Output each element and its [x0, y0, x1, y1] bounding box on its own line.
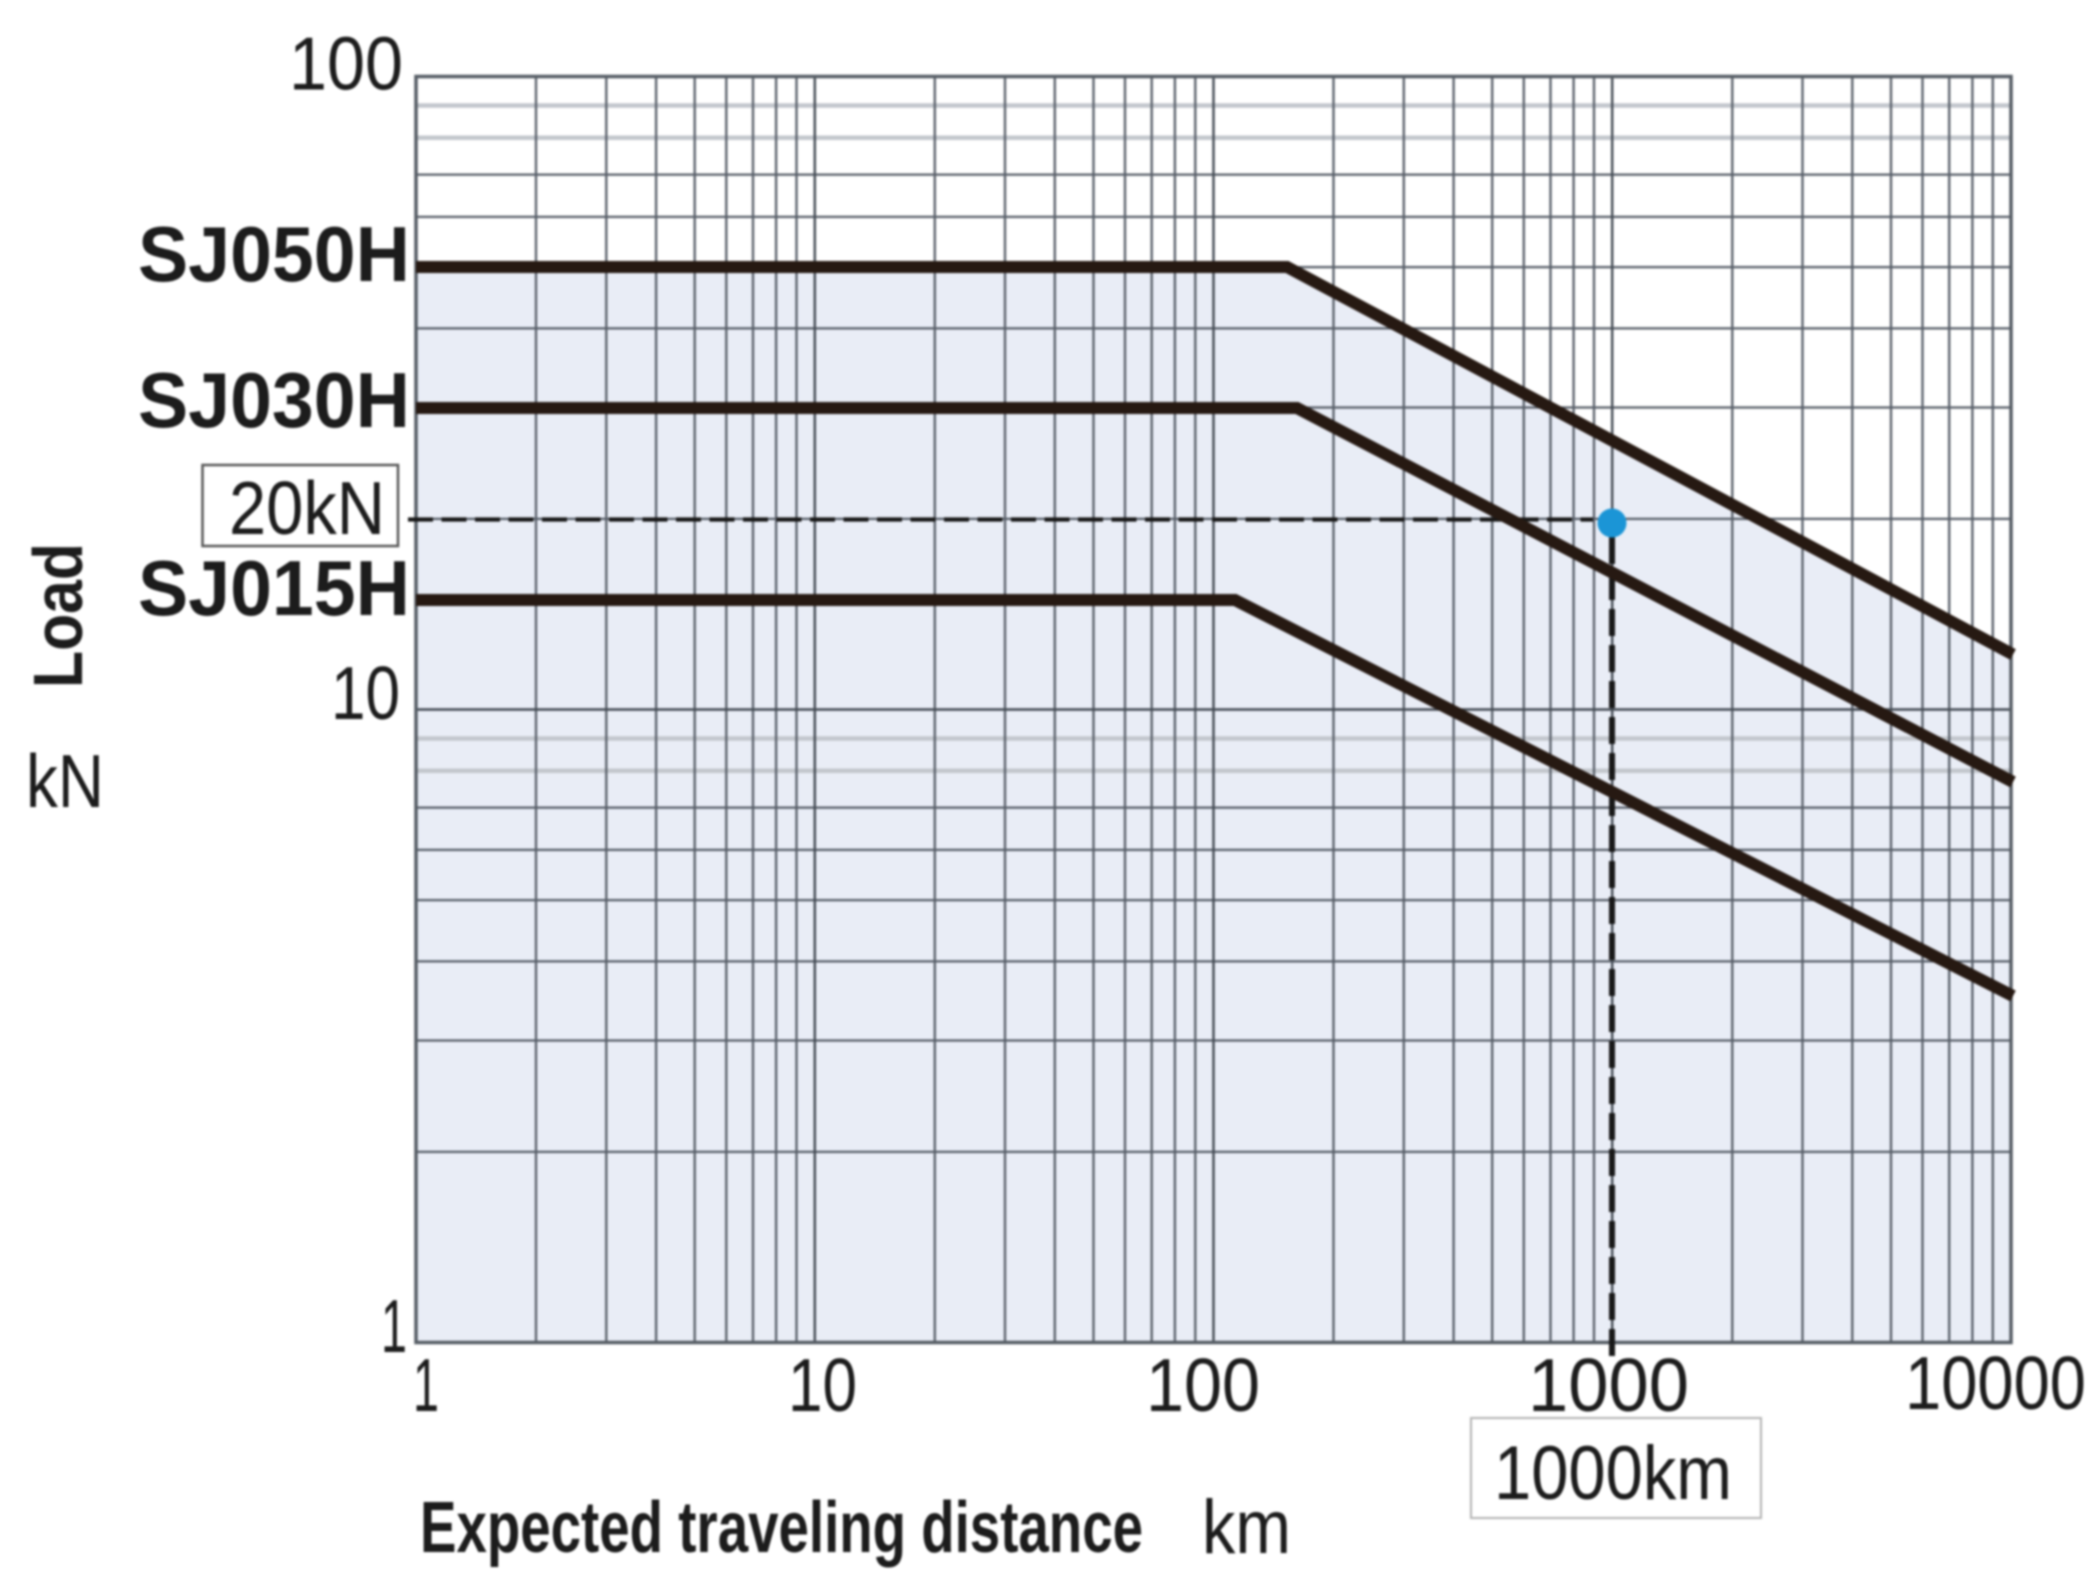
svg-text:SJ015H: SJ015H — [138, 544, 410, 632]
svg-text:kN: kN — [26, 739, 104, 823]
svg-text:100: 100 — [1146, 1343, 1260, 1427]
svg-text:10000: 10000 — [1905, 1341, 2086, 1425]
svg-text:km: km — [1202, 1485, 1291, 1570]
svg-text:1: 1 — [413, 1343, 439, 1427]
svg-text:20kN: 20kN — [229, 466, 385, 550]
svg-text:SJ030H: SJ030H — [138, 356, 410, 444]
svg-text:Load: Load — [19, 543, 97, 688]
svg-text:1: 1 — [381, 1284, 407, 1368]
svg-text:100: 100 — [289, 22, 403, 106]
svg-text:Expected traveling distance: Expected traveling distance — [420, 1488, 1143, 1568]
svg-text:10: 10 — [788, 1343, 857, 1427]
svg-text:1000: 1000 — [1528, 1343, 1689, 1427]
svg-text:10: 10 — [331, 651, 400, 735]
svg-text:1000km: 1000km — [1494, 1431, 1732, 1516]
svg-text:SJ050H: SJ050H — [138, 210, 410, 298]
